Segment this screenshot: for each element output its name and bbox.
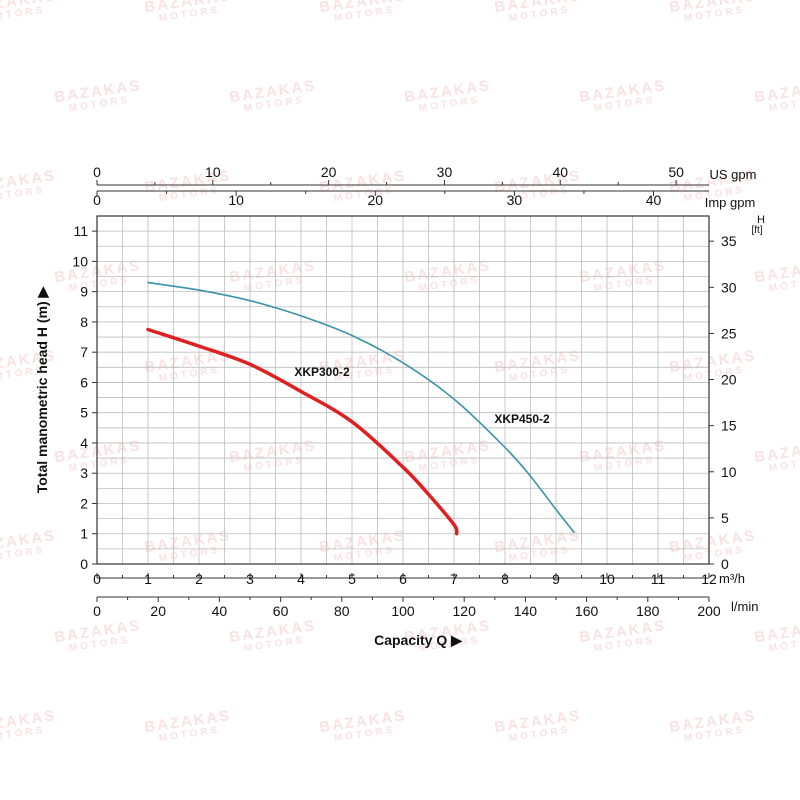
x-m3h-tick-label: 9 (552, 571, 560, 587)
y-tick-label: 11 (73, 223, 88, 239)
x-usgpm-tick-label: 40 (552, 164, 568, 180)
x-lmin-tick-label: 160 (575, 603, 599, 619)
x-lmin-tick-label: 120 (453, 603, 477, 619)
y-ft-unit-h: H (757, 214, 765, 226)
x-m3h-tick-label: 4 (297, 571, 305, 587)
y-tick-label: 8 (80, 314, 88, 330)
x-impgpm-tick-label: 10 (228, 192, 244, 208)
series-label-xkp450-2: XKP450-2 (494, 412, 550, 426)
x-lmin-tick-label: 100 (391, 603, 415, 619)
y-ft-tick-label: 30 (721, 279, 737, 295)
x-m3h-tick-label: 3 (246, 571, 254, 587)
x-impgpm-tick-label: 0 (93, 192, 101, 208)
y-ft-tick-label: 0 (721, 556, 729, 572)
y-tick-label: 10 (72, 253, 88, 269)
x-lmin-tick-label: 0 (93, 603, 101, 619)
x-m3h-tick-label: 7 (450, 571, 458, 587)
x-usgpm-tick-label: 10 (205, 164, 221, 180)
y-ft-tick-label: 35 (721, 233, 737, 249)
x-lmin-tick-label: 60 (273, 603, 289, 619)
y-tick-label: 3 (80, 465, 88, 481)
y-tick-label: 6 (80, 374, 88, 390)
x-usgpm-tick-label: 30 (437, 164, 453, 180)
x-m3h-tick-label: 10 (599, 571, 615, 587)
x-lmin-tick-label: 20 (150, 603, 166, 619)
y-tick-label: 2 (80, 495, 88, 511)
x-lmin-tick-label: 180 (636, 603, 660, 619)
x-m3h-tick-label: 1 (144, 571, 152, 587)
y-axis-title: Total manometric head H (m) ▶ (34, 286, 50, 494)
x-usgpm-unit: US gpm (710, 167, 757, 182)
x-impgpm-unit: Imp gpm (705, 195, 756, 210)
x-usgpm-tick-label: 50 (668, 164, 684, 180)
x-usgpm-tick-label: 20 (321, 164, 337, 180)
y-tick-label: 7 (80, 344, 88, 360)
x-m3h-tick-label: 0 (93, 571, 101, 587)
y-tick-label: 0 (80, 556, 88, 572)
x-m3h-tick-label: 6 (399, 571, 407, 587)
x-usgpm-tick-label: 0 (93, 164, 101, 180)
grid (96, 215, 710, 565)
series-label-xkp300-2: XKP300-2 (294, 365, 350, 379)
y-ft-tick-label: 5 (721, 510, 729, 526)
x-m3h-unit: m³/h (719, 571, 745, 586)
y-ft-tick-label: 25 (721, 325, 737, 341)
x-m3h-tick-label: 8 (501, 571, 509, 587)
y-tick-label: 4 (80, 435, 88, 451)
x-lmin-tick-label: 40 (212, 603, 228, 619)
y-tick-label: 5 (80, 405, 88, 421)
y-tick-label: 1 (80, 526, 88, 542)
series-layer (146, 281, 575, 536)
series-line-xkp450-2 (147, 281, 575, 533)
series-line-xkp300-2 (146, 327, 459, 536)
y-ft-unit-ft: [ft] (751, 225, 762, 236)
y-ft-tick-label: 15 (721, 418, 737, 434)
x-m3h-tick-label: 11 (651, 571, 666, 587)
x-m3h-tick-label: 2 (195, 571, 203, 587)
x-impgpm-tick-label: 40 (646, 192, 662, 208)
x-impgpm-tick-label: 30 (507, 192, 523, 208)
x-m3h-tick-label: 12 (701, 571, 717, 587)
y-ft-tick-label: 10 (721, 464, 737, 480)
y-ft-tick-label: 20 (721, 372, 737, 388)
x-lmin-tick-label: 140 (514, 603, 538, 619)
x-impgpm-tick-label: 20 (367, 192, 383, 208)
x-axis-title: Capacity Q ▶ (374, 632, 463, 648)
x-m3h-tick-label: 5 (348, 571, 356, 587)
plot-frame (96, 215, 710, 565)
x-lmin-tick-label: 80 (334, 603, 350, 619)
x-lmin-unit: l/min (731, 599, 758, 614)
y-tick-label: 9 (80, 284, 88, 300)
axes (92, 180, 714, 602)
x-lmin-tick-label: 200 (697, 603, 721, 619)
